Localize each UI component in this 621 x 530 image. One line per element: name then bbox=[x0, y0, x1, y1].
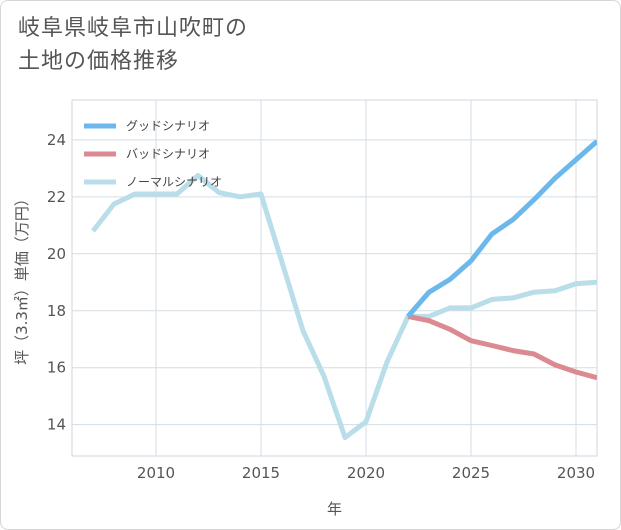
y-axis-label: 坪（3.3㎡）単価（万円） bbox=[13, 191, 31, 365]
y-tick-label: 18 bbox=[47, 302, 66, 320]
series-line-0 bbox=[406, 139, 597, 319]
x-tick-label: 2025 bbox=[452, 464, 490, 482]
x-tick-label: 2015 bbox=[242, 464, 280, 482]
x-axis-label: 年 bbox=[327, 500, 342, 518]
y-tick-label: 22 bbox=[47, 188, 66, 206]
y-tick-label: 16 bbox=[47, 359, 66, 377]
x-tick-label: 2010 bbox=[137, 464, 175, 482]
title-line-2: 土地の価格推移 bbox=[18, 49, 180, 74]
series-line-1 bbox=[407, 313, 597, 381]
legend-label-2: ノーマルシナリオ bbox=[126, 175, 222, 189]
y-tick-label: 24 bbox=[47, 131, 66, 149]
series-line-2 bbox=[91, 173, 597, 440]
legend-label-1: バッドシナリオ bbox=[126, 147, 210, 161]
y-tick-label: 20 bbox=[47, 245, 66, 263]
plot-area bbox=[71, 99, 598, 457]
x-tick-label: 2030 bbox=[557, 464, 595, 482]
title-line-1: 岐阜県岐阜市山吹町の bbox=[18, 16, 249, 41]
x-tick-label: 2020 bbox=[347, 464, 385, 482]
legend-label-0: グッドシナリオ bbox=[126, 119, 210, 133]
y-tick-label: 14 bbox=[47, 416, 66, 434]
chart-title: 岐阜県岐阜市山吹町の 土地の価格推移 bbox=[18, 12, 248, 78]
